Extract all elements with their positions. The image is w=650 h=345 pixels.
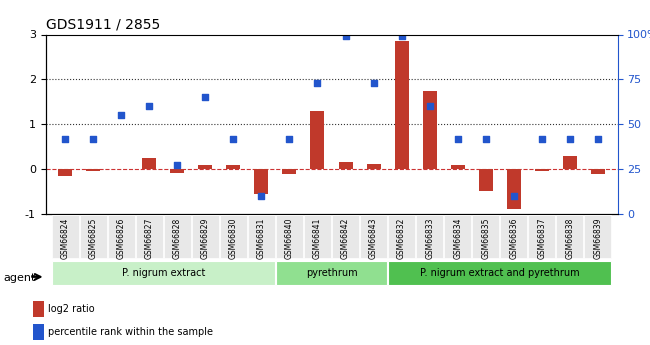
Bar (367, 164, 380, 169)
Point (172, 163, 183, 168)
FancyBboxPatch shape (584, 215, 612, 258)
FancyBboxPatch shape (220, 215, 247, 258)
Point (565, 136, 575, 141)
Bar (58, 169, 72, 176)
Text: GSM66837: GSM66837 (538, 217, 546, 259)
Point (88, 136, 98, 141)
Point (480, 136, 491, 141)
Text: GSM66834: GSM66834 (453, 217, 462, 259)
Bar (535, 169, 549, 171)
Text: GSM66829: GSM66829 (201, 217, 210, 259)
Text: GSM66825: GSM66825 (88, 217, 98, 259)
Text: GSM66824: GSM66824 (60, 217, 70, 259)
Text: log2 ratio: log2 ratio (48, 304, 95, 314)
Bar (311, 111, 324, 169)
Text: percentile rank within the sample: percentile rank within the sample (48, 327, 213, 337)
Point (144, 104, 155, 109)
FancyBboxPatch shape (388, 215, 415, 258)
Bar (283, 169, 296, 175)
Point (256, 193, 266, 199)
Point (116, 112, 126, 118)
Bar (170, 169, 185, 172)
Text: GSM66832: GSM66832 (397, 217, 406, 259)
Bar (198, 165, 213, 169)
Text: GSM66842: GSM66842 (341, 217, 350, 259)
Point (341, 33, 351, 39)
Text: GSM66839: GSM66839 (593, 217, 603, 259)
Bar (142, 158, 156, 169)
FancyBboxPatch shape (192, 215, 219, 258)
FancyBboxPatch shape (500, 215, 527, 258)
FancyBboxPatch shape (473, 215, 499, 258)
Bar (32, 324, 44, 340)
Text: GDS1911 / 2855: GDS1911 / 2855 (46, 18, 160, 32)
Bar (507, 169, 521, 209)
FancyBboxPatch shape (136, 215, 162, 258)
Text: P. nigrum extract: P. nigrum extract (122, 268, 205, 277)
Bar (591, 169, 605, 174)
Text: GSM66833: GSM66833 (425, 217, 434, 259)
Bar (478, 169, 493, 191)
Text: agent: agent (3, 273, 36, 283)
FancyBboxPatch shape (332, 215, 359, 258)
FancyBboxPatch shape (528, 215, 555, 258)
Text: GSM66835: GSM66835 (481, 217, 490, 259)
FancyBboxPatch shape (388, 261, 612, 285)
Bar (450, 166, 465, 169)
Point (200, 95, 211, 100)
FancyBboxPatch shape (276, 261, 387, 285)
Text: GSM66827: GSM66827 (145, 217, 154, 259)
Text: GSM66836: GSM66836 (509, 217, 518, 259)
Bar (32, 301, 44, 317)
Text: pyrethrum: pyrethrum (306, 268, 358, 277)
FancyBboxPatch shape (360, 215, 387, 258)
Point (424, 104, 435, 109)
Bar (339, 162, 352, 169)
Point (452, 136, 463, 141)
Text: GSM66828: GSM66828 (173, 217, 182, 259)
FancyBboxPatch shape (556, 215, 583, 258)
Bar (422, 90, 437, 169)
FancyBboxPatch shape (51, 215, 79, 258)
Point (284, 136, 294, 141)
Bar (254, 169, 268, 194)
Bar (563, 156, 577, 169)
FancyBboxPatch shape (304, 215, 331, 258)
Point (228, 136, 239, 141)
Point (593, 136, 603, 141)
Text: GSM66838: GSM66838 (566, 217, 575, 259)
Point (312, 80, 322, 86)
Point (537, 136, 547, 141)
FancyBboxPatch shape (444, 215, 471, 258)
FancyBboxPatch shape (80, 215, 107, 258)
Text: GSM66841: GSM66841 (313, 217, 322, 259)
Text: GSM66840: GSM66840 (285, 217, 294, 259)
Point (60, 136, 70, 141)
Point (508, 193, 519, 199)
Point (369, 80, 379, 86)
Text: GSM66830: GSM66830 (229, 217, 238, 259)
Text: GSM66843: GSM66843 (369, 217, 378, 259)
FancyBboxPatch shape (248, 215, 275, 258)
FancyBboxPatch shape (416, 215, 443, 258)
Text: P. nigrum extract and pyrethrum: P. nigrum extract and pyrethrum (420, 268, 580, 277)
Point (396, 33, 407, 39)
FancyBboxPatch shape (108, 215, 135, 258)
Text: GSM66831: GSM66831 (257, 217, 266, 259)
Bar (86, 169, 100, 171)
Bar (395, 41, 409, 169)
Bar (226, 166, 240, 169)
FancyBboxPatch shape (164, 215, 190, 258)
Text: GSM66826: GSM66826 (117, 217, 125, 259)
FancyBboxPatch shape (276, 215, 303, 258)
FancyBboxPatch shape (51, 261, 275, 285)
